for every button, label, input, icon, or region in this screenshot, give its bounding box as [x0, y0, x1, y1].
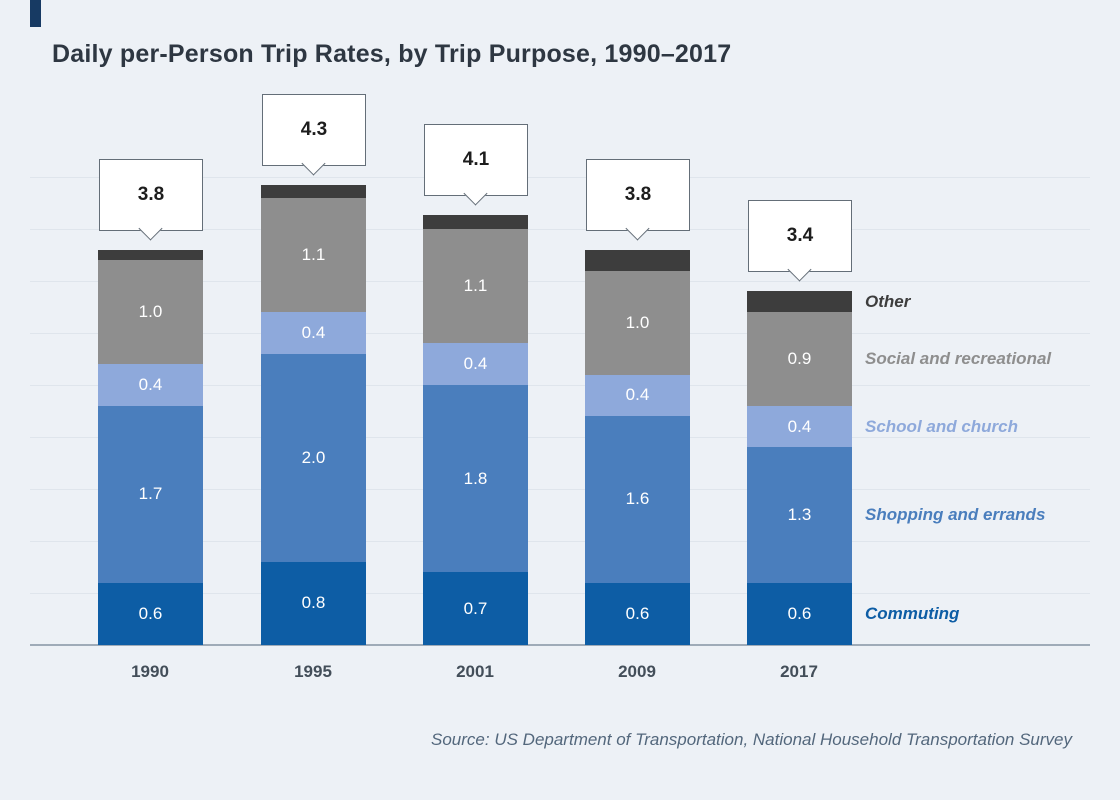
total-value: 3.4	[786, 225, 814, 246]
segment-value-label: 1.7	[138, 484, 163, 504]
total-value: 4.1	[462, 149, 490, 170]
bar-segment-social-and-recreational: 0.9	[747, 312, 852, 406]
gridline	[30, 177, 1090, 178]
segment-value-label: 0.8	[301, 593, 326, 613]
segment-value-label: 1.0	[138, 302, 163, 322]
bar-segment-shopping-and-errands: 1.8	[423, 385, 528, 573]
series-label-other: Other	[865, 292, 911, 311]
bar-segment-school-and-church: 0.4	[423, 343, 528, 385]
bar-segment-commuting: 0.6	[98, 582, 203, 645]
segment-value-label: 1.8	[463, 468, 488, 488]
corner-accent	[30, 0, 41, 27]
segment-value-label: 0.4	[138, 374, 163, 394]
chart-title: Daily per-Person Trip Rates, by Trip Pur…	[52, 40, 732, 68]
bar-segment-shopping-and-errands: 1.3	[747, 447, 852, 583]
gridline	[30, 541, 1090, 542]
bar-segment-social-and-recreational: 1.0	[98, 260, 203, 365]
segment-value-label: 0.6	[625, 603, 650, 623]
total-value: 3.8	[624, 184, 652, 205]
gridline	[30, 333, 1090, 334]
gridline	[30, 385, 1090, 386]
bar-segment-other	[98, 249, 203, 261]
gridline	[30, 593, 1090, 594]
segment-value-label: 1.1	[463, 276, 488, 296]
bar-segment-other	[261, 185, 366, 198]
x-axis-tick-label: 1995	[294, 662, 332, 681]
bar-segment-other	[585, 249, 690, 271]
series-label-commuting: Commuting	[865, 604, 960, 623]
gridline	[30, 489, 1090, 490]
segment-value-label: 0.6	[138, 603, 163, 623]
bar-segment-commuting: 0.6	[747, 582, 852, 645]
x-axis-tick-label: 2017	[780, 662, 818, 681]
segment-value-label: 1.1	[301, 244, 326, 264]
bar-segment-school-and-church: 0.4	[585, 374, 690, 417]
gridline	[30, 437, 1090, 438]
source-note: Source: US Department of Transportation,…	[431, 730, 1072, 749]
segment-value-label: 1.3	[787, 504, 812, 524]
bar-segment-social-and-recreational: 1.1	[261, 197, 366, 313]
segment-value-label: 2.0	[301, 447, 326, 467]
x-axis-tick-label: 2001	[456, 662, 494, 681]
series-label-shopping-and-errands: Shopping and errands	[865, 505, 1046, 524]
gridline	[30, 229, 1090, 230]
bar-segment-other	[747, 291, 852, 313]
bar-segment-school-and-church: 0.4	[747, 405, 852, 448]
bar-segment-school-and-church: 0.4	[98, 364, 203, 406]
segment-value-label: 0.7	[463, 598, 488, 618]
segment-value-label: 0.4	[787, 416, 812, 436]
segment-value-label: 0.4	[463, 354, 488, 374]
bar-segment-commuting: 0.8	[261, 561, 366, 645]
bar-segment-commuting: 0.7	[423, 572, 528, 645]
x-axis-line	[30, 644, 1090, 646]
segment-value-label: 1.6	[625, 489, 650, 509]
bar-segment-shopping-and-errands: 1.7	[98, 405, 203, 583]
bar-segment-social-and-recreational: 1.0	[585, 270, 690, 375]
bar-segment-other	[423, 215, 528, 229]
series-label-school-and-church: School and church	[865, 417, 1019, 436]
gridline	[30, 281, 1090, 282]
segment-value-label: 0.4	[625, 385, 650, 405]
x-axis-tick-label: 2009	[618, 662, 656, 681]
bar-segment-social-and-recreational: 1.1	[423, 229, 528, 344]
bar-segment-shopping-and-errands: 1.6	[585, 416, 690, 583]
series-label-social-and-recreational: Social and recreational	[865, 349, 1052, 368]
segment-value-label: 1.0	[625, 312, 650, 332]
bar-segment-shopping-and-errands: 2.0	[261, 353, 366, 562]
segment-value-label: 0.9	[787, 348, 812, 368]
x-axis-tick-label: 1990	[131, 662, 169, 681]
segment-value-label: 0.6	[787, 603, 812, 623]
bar-segment-school-and-church: 0.4	[261, 312, 366, 354]
segment-value-label: 0.4	[301, 322, 326, 342]
total-value: 3.8	[137, 184, 165, 205]
total-value: 4.3	[300, 119, 328, 140]
bar-segment-commuting: 0.6	[585, 582, 690, 645]
